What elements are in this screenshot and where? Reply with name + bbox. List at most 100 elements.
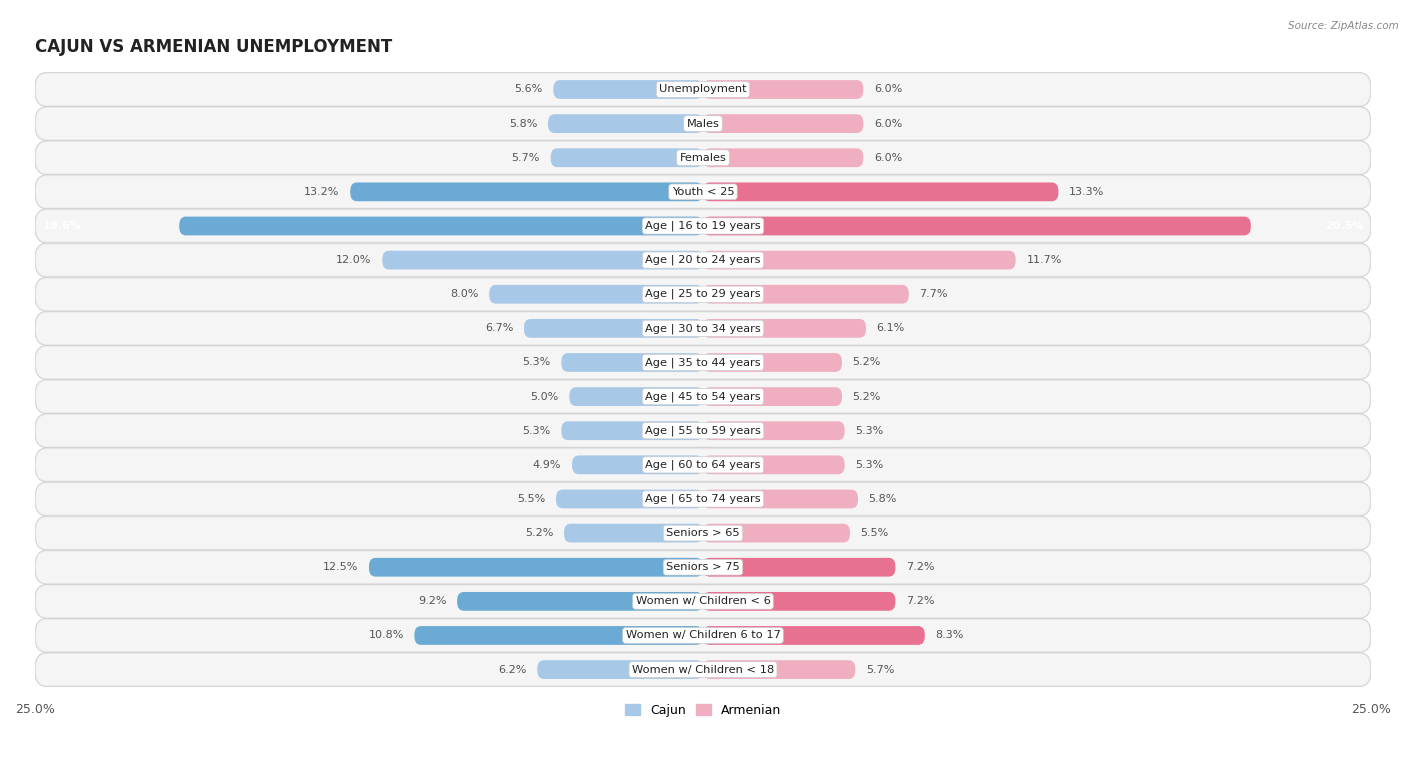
FancyBboxPatch shape: [37, 245, 1369, 276]
Text: 4.9%: 4.9%: [533, 459, 561, 470]
Text: Age | 25 to 29 years: Age | 25 to 29 years: [645, 289, 761, 300]
FancyBboxPatch shape: [703, 592, 896, 611]
Text: 5.5%: 5.5%: [860, 528, 889, 538]
FancyBboxPatch shape: [703, 626, 925, 645]
FancyBboxPatch shape: [37, 279, 1369, 310]
Text: 6.0%: 6.0%: [875, 85, 903, 95]
FancyBboxPatch shape: [37, 73, 1369, 105]
Text: 8.0%: 8.0%: [450, 289, 478, 299]
Text: Seniors > 65: Seniors > 65: [666, 528, 740, 538]
FancyBboxPatch shape: [35, 618, 1371, 653]
Text: 5.0%: 5.0%: [530, 391, 558, 402]
Text: 11.7%: 11.7%: [1026, 255, 1062, 265]
Text: 5.8%: 5.8%: [509, 119, 537, 129]
Text: Source: ZipAtlas.com: Source: ZipAtlas.com: [1288, 21, 1399, 31]
Text: 5.8%: 5.8%: [869, 494, 897, 504]
Text: Women w/ Children < 18: Women w/ Children < 18: [631, 665, 775, 674]
FancyBboxPatch shape: [368, 558, 703, 577]
Text: Males: Males: [686, 119, 720, 129]
FancyBboxPatch shape: [524, 319, 703, 338]
Text: 13.3%: 13.3%: [1069, 187, 1104, 197]
FancyBboxPatch shape: [703, 422, 845, 440]
FancyBboxPatch shape: [37, 552, 1369, 583]
Text: Age | 65 to 74 years: Age | 65 to 74 years: [645, 494, 761, 504]
FancyBboxPatch shape: [37, 313, 1369, 344]
FancyBboxPatch shape: [703, 182, 1059, 201]
Text: Age | 35 to 44 years: Age | 35 to 44 years: [645, 357, 761, 368]
FancyBboxPatch shape: [35, 175, 1371, 209]
FancyBboxPatch shape: [555, 490, 703, 509]
Text: 6.7%: 6.7%: [485, 323, 513, 333]
Text: Age | 60 to 64 years: Age | 60 to 64 years: [645, 459, 761, 470]
Text: 5.6%: 5.6%: [515, 85, 543, 95]
FancyBboxPatch shape: [35, 277, 1371, 311]
FancyBboxPatch shape: [703, 285, 908, 304]
FancyBboxPatch shape: [37, 620, 1369, 651]
Text: 19.6%: 19.6%: [44, 221, 82, 231]
Text: 5.2%: 5.2%: [852, 357, 882, 367]
FancyBboxPatch shape: [37, 517, 1369, 549]
FancyBboxPatch shape: [35, 550, 1371, 584]
FancyBboxPatch shape: [37, 483, 1369, 515]
Legend: Cajun, Armenian: Cajun, Armenian: [620, 699, 786, 721]
FancyBboxPatch shape: [35, 653, 1371, 687]
Text: Age | 20 to 24 years: Age | 20 to 24 years: [645, 255, 761, 266]
FancyBboxPatch shape: [37, 142, 1369, 173]
Text: Unemployment: Unemployment: [659, 85, 747, 95]
Text: 7.2%: 7.2%: [905, 597, 935, 606]
FancyBboxPatch shape: [35, 584, 1371, 618]
FancyBboxPatch shape: [35, 209, 1371, 243]
FancyBboxPatch shape: [703, 80, 863, 99]
FancyBboxPatch shape: [37, 347, 1369, 378]
Text: Females: Females: [679, 153, 727, 163]
FancyBboxPatch shape: [37, 586, 1369, 617]
Text: 6.0%: 6.0%: [875, 153, 903, 163]
FancyBboxPatch shape: [37, 415, 1369, 447]
FancyBboxPatch shape: [551, 148, 703, 167]
FancyBboxPatch shape: [37, 210, 1369, 241]
FancyBboxPatch shape: [350, 182, 703, 201]
FancyBboxPatch shape: [561, 422, 703, 440]
FancyBboxPatch shape: [572, 456, 703, 474]
Text: 5.3%: 5.3%: [523, 425, 551, 436]
FancyBboxPatch shape: [537, 660, 703, 679]
FancyBboxPatch shape: [703, 524, 851, 543]
FancyBboxPatch shape: [561, 353, 703, 372]
Text: 12.0%: 12.0%: [336, 255, 371, 265]
FancyBboxPatch shape: [457, 592, 703, 611]
Text: Age | 30 to 34 years: Age | 30 to 34 years: [645, 323, 761, 334]
Text: Women w/ Children 6 to 17: Women w/ Children 6 to 17: [626, 631, 780, 640]
FancyBboxPatch shape: [415, 626, 703, 645]
FancyBboxPatch shape: [37, 449, 1369, 481]
FancyBboxPatch shape: [564, 524, 703, 543]
FancyBboxPatch shape: [179, 217, 703, 235]
Text: 8.3%: 8.3%: [935, 631, 965, 640]
FancyBboxPatch shape: [35, 311, 1371, 345]
FancyBboxPatch shape: [37, 381, 1369, 413]
FancyBboxPatch shape: [35, 345, 1371, 379]
FancyBboxPatch shape: [703, 217, 1251, 235]
FancyBboxPatch shape: [554, 80, 703, 99]
Text: 6.1%: 6.1%: [877, 323, 905, 333]
FancyBboxPatch shape: [37, 654, 1369, 685]
FancyBboxPatch shape: [35, 73, 1371, 107]
FancyBboxPatch shape: [703, 353, 842, 372]
FancyBboxPatch shape: [35, 379, 1371, 413]
Text: 5.2%: 5.2%: [852, 391, 882, 402]
Text: 5.2%: 5.2%: [524, 528, 554, 538]
Text: 5.7%: 5.7%: [866, 665, 894, 674]
Text: 5.5%: 5.5%: [517, 494, 546, 504]
FancyBboxPatch shape: [382, 251, 703, 269]
Text: Age | 45 to 54 years: Age | 45 to 54 years: [645, 391, 761, 402]
FancyBboxPatch shape: [37, 176, 1369, 207]
Text: 5.3%: 5.3%: [855, 425, 883, 436]
Text: 5.3%: 5.3%: [855, 459, 883, 470]
Text: 5.7%: 5.7%: [512, 153, 540, 163]
Text: 7.2%: 7.2%: [905, 562, 935, 572]
FancyBboxPatch shape: [703, 114, 863, 133]
FancyBboxPatch shape: [35, 141, 1371, 175]
Text: 6.0%: 6.0%: [875, 119, 903, 129]
Text: Women w/ Children < 6: Women w/ Children < 6: [636, 597, 770, 606]
FancyBboxPatch shape: [548, 114, 703, 133]
FancyBboxPatch shape: [35, 516, 1371, 550]
